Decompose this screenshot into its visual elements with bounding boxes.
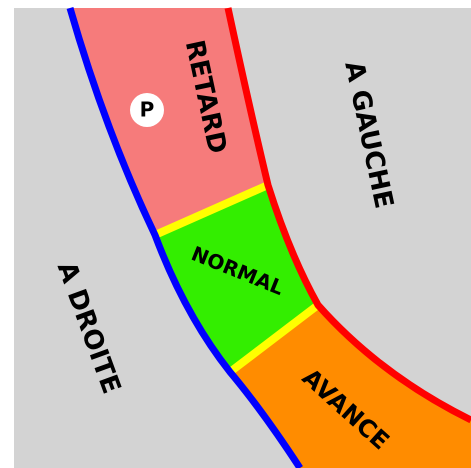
- avance-zone: [230, 305, 471, 468]
- separator: [153, 181, 270, 239]
- retard-zone: [70, 8, 268, 235]
- left-edge: [66, 7, 303, 468]
- marker-label: P: [140, 98, 155, 122]
- separator: [227, 301, 321, 376]
- normal-zone: [155, 185, 318, 372]
- marker-circle: [130, 93, 164, 127]
- right-edge: [224, 7, 471, 424]
